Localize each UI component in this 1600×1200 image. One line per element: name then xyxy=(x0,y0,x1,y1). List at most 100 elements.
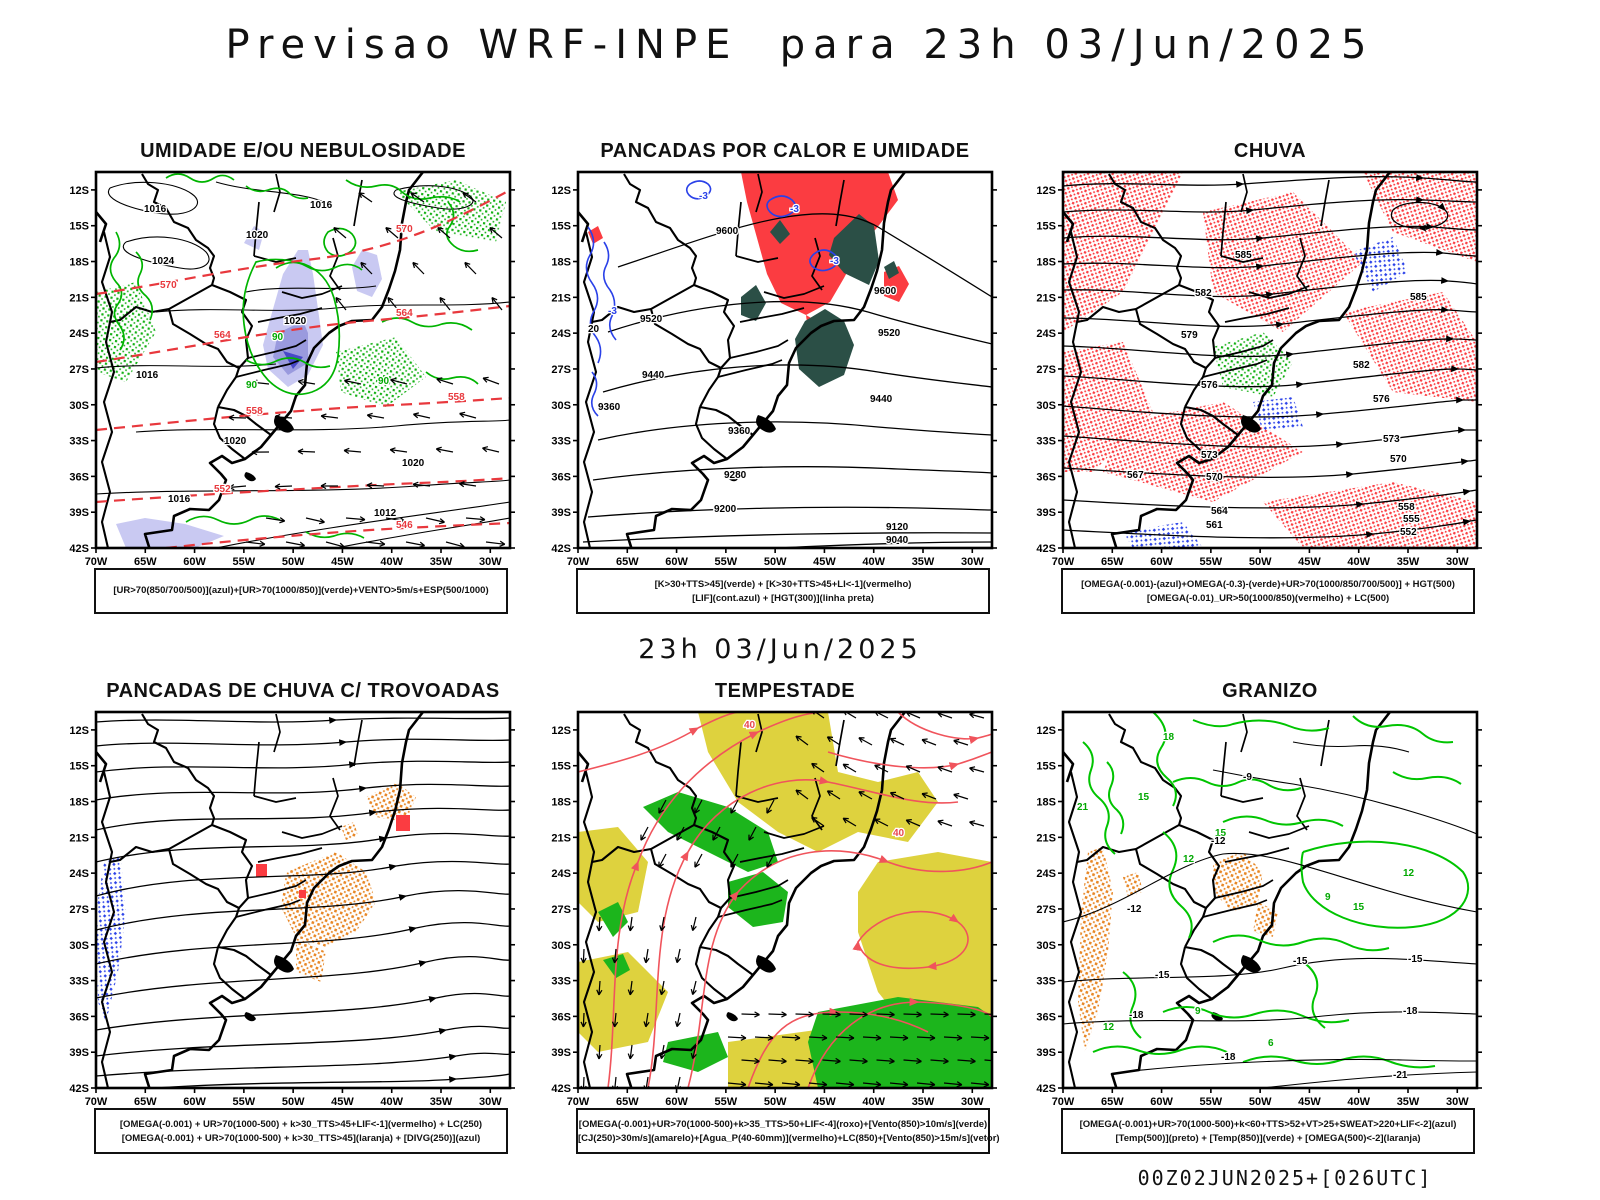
svg-text:36S: 36S xyxy=(1036,471,1056,483)
svg-text:15S: 15S xyxy=(69,221,89,233)
svg-text:30W: 30W xyxy=(1446,1096,1469,1108)
svg-text:-18: -18 xyxy=(1129,1010,1144,1021)
svg-text:90: 90 xyxy=(378,376,390,387)
svg-text:33S: 33S xyxy=(69,976,89,988)
caption-line: [OMEGA(-0.001)+UR>70(1000-500)+k>35_TTS>… xyxy=(578,1118,988,1130)
contour-labels: 40 40 xyxy=(743,719,906,841)
svg-text:30W: 30W xyxy=(1446,556,1469,568)
svg-text:30S: 30S xyxy=(69,940,89,952)
svg-text:24S: 24S xyxy=(69,328,89,340)
svg-text:-18: -18 xyxy=(1221,1052,1236,1063)
svg-text:552: 552 xyxy=(1400,527,1417,538)
svg-text:40W: 40W xyxy=(380,1096,403,1108)
svg-text:24S: 24S xyxy=(1036,868,1056,880)
svg-text:39S: 39S xyxy=(69,1047,89,1059)
svg-text:42S: 42S xyxy=(69,1083,89,1095)
map-tempestade: 40 40 12S 15S 18S 21S 24S 27S 30S 33S 36S 39S 42S70… xyxy=(551,710,997,1108)
panel-title: PANCADAS POR CALOR E UMIDADE xyxy=(600,140,970,162)
svg-text:30W: 30W xyxy=(961,1096,984,1108)
svg-text:50W: 50W xyxy=(764,1096,787,1108)
svg-text:55W: 55W xyxy=(1200,1096,1223,1108)
svg-text:27S: 27S xyxy=(551,904,571,916)
svg-text:65W: 65W xyxy=(616,1096,639,1108)
svg-text:15S: 15S xyxy=(551,221,571,233)
svg-text:21S: 21S xyxy=(1036,292,1056,304)
svg-text:60W: 60W xyxy=(183,556,206,568)
svg-text:561: 561 xyxy=(1206,520,1223,531)
svg-text:552: 552 xyxy=(214,484,231,495)
svg-text:1024: 1024 xyxy=(152,256,175,267)
svg-text:30S: 30S xyxy=(1036,940,1056,952)
svg-text:9200: 9200 xyxy=(714,504,737,515)
svg-text:21S: 21S xyxy=(69,832,89,844)
svg-text:30W: 30W xyxy=(961,556,984,568)
svg-text:65W: 65W xyxy=(1101,556,1124,568)
svg-text:9520: 9520 xyxy=(640,314,663,325)
svg-text:45W: 45W xyxy=(1298,1096,1321,1108)
map-granizo: 18 15 21 15 12 12 15 9 12 9 6 -9 -12 -12 -15 -15 -15 -18 -… xyxy=(1036,710,1482,1108)
svg-text:45W: 45W xyxy=(331,556,354,568)
svg-text:-3: -3 xyxy=(830,256,839,267)
svg-text:1020: 1020 xyxy=(284,316,307,327)
svg-text:40: 40 xyxy=(744,720,756,731)
svg-text:15S: 15S xyxy=(1036,221,1056,233)
svg-text:9: 9 xyxy=(1195,1006,1201,1017)
caption-box: [OMEGA(-0.001)+UR>70(1000-500)+k<60+TTS>… xyxy=(1061,1108,1475,1154)
caption-line: [UR>70(850/700/500)](azul)+[UR>70(1000/8… xyxy=(113,585,489,596)
caption-line: [CJ(250)>30m/s](amarelo)+[Agua_P(40-60mm… xyxy=(578,1132,1000,1144)
page-title: Previsao WRF-INPE para 23h 03/Jun/2025 xyxy=(225,22,1375,68)
svg-text:42S: 42S xyxy=(1036,543,1056,555)
svg-text:12: 12 xyxy=(1103,1022,1115,1033)
svg-text:40W: 40W xyxy=(1347,556,1370,568)
panel-trovoadas: PANCADAS DE CHUVA C/ TROVOADAS xyxy=(58,680,518,1154)
svg-text:18S: 18S xyxy=(69,797,89,809)
svg-text:1016: 1016 xyxy=(136,370,159,381)
svg-text:70W: 70W xyxy=(567,556,590,568)
svg-text:1020: 1020 xyxy=(224,436,247,447)
caption-line: [LIF](cont.azul) + [HGT(300)](linha pret… xyxy=(692,592,874,604)
contour-labels: 9600 9600 9520 9520 9440 9440 9360 9360 9280 9200… xyxy=(587,190,910,548)
svg-text:21S: 21S xyxy=(551,292,571,304)
svg-text:15: 15 xyxy=(1138,792,1150,803)
svg-text:36S: 36S xyxy=(69,471,89,483)
svg-text:576: 576 xyxy=(1201,380,1218,391)
svg-text:42S: 42S xyxy=(551,543,571,555)
panel-tempestade: TEMPESTADE 40 40 xyxy=(540,680,1000,1154)
run-info: 00Z02JUN2025+[026UTC] xyxy=(1137,1166,1433,1190)
svg-text:18S: 18S xyxy=(69,257,89,269)
svg-text:27S: 27S xyxy=(69,904,89,916)
svg-text:573: 573 xyxy=(1201,450,1218,461)
svg-text:24S: 24S xyxy=(69,868,89,880)
svg-text:9600: 9600 xyxy=(716,226,739,237)
svg-text:50W: 50W xyxy=(764,556,787,568)
svg-text:-3: -3 xyxy=(790,204,799,215)
svg-text:27S: 27S xyxy=(1036,904,1056,916)
svg-text:70W: 70W xyxy=(85,1096,108,1108)
panel-title: PANCADAS DE CHUVA C/ TROVOADAS xyxy=(106,680,500,702)
svg-text:90: 90 xyxy=(246,380,258,391)
svg-text:24S: 24S xyxy=(551,868,571,880)
svg-text:36S: 36S xyxy=(551,1011,571,1023)
svg-text:35W: 35W xyxy=(1397,1096,1420,1108)
svg-text:570: 570 xyxy=(160,280,177,291)
svg-text:9440: 9440 xyxy=(642,370,665,381)
svg-text:33S: 33S xyxy=(1036,436,1056,448)
svg-text:1016: 1016 xyxy=(144,204,167,215)
caption-box: [OMEGA(-0.001)-(azul)+OMEGA(-0.3)-(verde… xyxy=(1061,568,1475,614)
svg-text:33S: 33S xyxy=(1036,976,1056,988)
svg-text:39S: 39S xyxy=(1036,507,1056,519)
svg-text:55W: 55W xyxy=(233,556,256,568)
svg-text:582: 582 xyxy=(1195,288,1212,299)
svg-text:21S: 21S xyxy=(551,832,571,844)
svg-text:65W: 65W xyxy=(134,1096,157,1108)
panel-chuva: CHUVA xyxy=(1025,140,1485,614)
svg-text:40W: 40W xyxy=(380,556,403,568)
contour-labels: 18 15 21 15 12 12 15 9 12 9 6 -9 -12 -12 -15 -15 -15 -18 -… xyxy=(1076,731,1424,1083)
svg-text:40: 40 xyxy=(893,828,905,839)
svg-text:90: 90 xyxy=(272,332,284,343)
svg-text:18: 18 xyxy=(1163,732,1175,743)
svg-text:12S: 12S xyxy=(69,185,89,197)
svg-text:12S: 12S xyxy=(1036,185,1056,197)
